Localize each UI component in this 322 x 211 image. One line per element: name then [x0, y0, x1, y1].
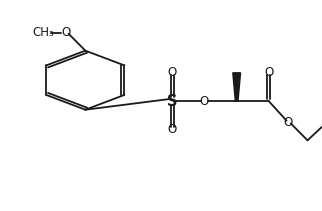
Text: O: O	[168, 123, 177, 136]
Polygon shape	[233, 73, 241, 101]
Text: O: O	[284, 116, 293, 129]
Text: O: O	[200, 95, 209, 108]
Text: O: O	[62, 26, 71, 39]
Text: S: S	[167, 94, 177, 109]
Text: O: O	[168, 66, 177, 79]
Text: CH₃: CH₃	[33, 26, 54, 39]
Text: O: O	[264, 66, 273, 79]
